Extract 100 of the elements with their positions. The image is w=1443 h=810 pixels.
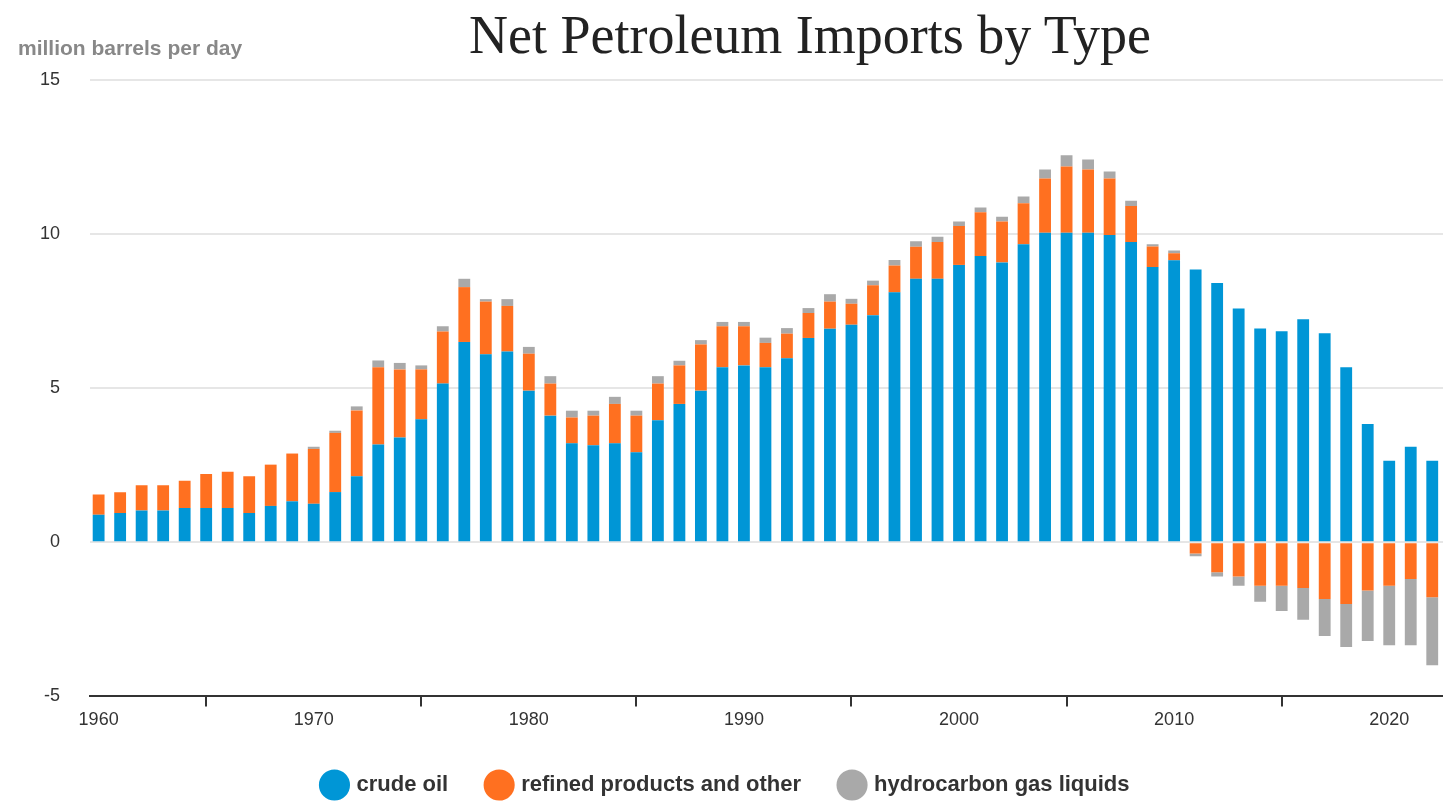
bar: [393, 369, 406, 438]
bar: [1297, 587, 1310, 620]
bar: [522, 353, 535, 391]
bar: [393, 362, 406, 370]
bar: [372, 360, 385, 368]
bar: [738, 365, 750, 542]
bar: [716, 367, 729, 542]
legend-label: hydrocarbon gas liquids: [874, 771, 1130, 797]
bar: [286, 453, 299, 502]
bar: [1232, 543, 1245, 577]
bar: [867, 315, 879, 542]
x-tick-label: 2010: [1154, 709, 1195, 730]
y-axis-title: million barrels per day: [18, 36, 243, 60]
bar: [1383, 585, 1396, 646]
bar: [1361, 543, 1374, 591]
bar: [802, 308, 815, 313]
bar: [221, 471, 234, 509]
y-tick-label: 15: [39, 68, 61, 89]
x-tick-label: 1990: [723, 709, 764, 730]
x-tick-label: 2000: [939, 709, 980, 730]
bar: [307, 446, 320, 449]
bar: [1125, 200, 1138, 207]
bar: [651, 376, 664, 384]
bar: [608, 396, 621, 404]
bar: [372, 444, 385, 542]
bar: [651, 383, 664, 421]
bar: [802, 337, 815, 542]
bar: [716, 326, 729, 368]
bar: [996, 262, 1008, 542]
bar: [888, 292, 901, 542]
bar: [415, 365, 428, 370]
chart-title: Net Petroleum Imports by Type: [467, 4, 1153, 66]
bar: [824, 294, 836, 302]
bar: [673, 403, 686, 542]
bar: [458, 278, 471, 288]
y-tick-label: 5: [50, 377, 61, 398]
bar: [565, 443, 578, 542]
bar: [565, 410, 578, 418]
bar: [1168, 260, 1181, 542]
bar: [587, 410, 600, 416]
y-tick-label: 0: [50, 531, 61, 552]
bar: [1426, 460, 1439, 542]
bar: [1361, 423, 1374, 542]
bar: [200, 508, 213, 542]
bar: [1146, 267, 1159, 542]
bar: [415, 369, 428, 420]
bar: [1125, 206, 1138, 243]
bar: [630, 415, 643, 453]
bar: [1404, 446, 1417, 542]
bar: [479, 299, 492, 302]
bar: [522, 390, 535, 542]
bar: [608, 443, 621, 542]
bar: [888, 265, 901, 293]
bar: [974, 212, 987, 256]
bar: [1232, 576, 1245, 586]
bar: [157, 485, 170, 511]
bar: [1318, 333, 1331, 542]
bar: [1146, 246, 1159, 268]
bar: [587, 415, 600, 446]
bar: [759, 367, 772, 542]
bar: [1060, 166, 1073, 233]
bar: [802, 313, 815, 338]
bar: [1189, 553, 1202, 557]
bar: [135, 510, 148, 542]
bar: [1254, 543, 1267, 586]
bar: [1340, 543, 1353, 604]
bar: [1340, 367, 1353, 542]
legend-label: crude oil: [356, 771, 449, 797]
bar: [1082, 159, 1094, 170]
bar: [350, 410, 363, 477]
bar: [845, 298, 858, 304]
bar: [630, 410, 643, 416]
x-tick-label: 1960: [78, 709, 119, 730]
bar: [544, 415, 557, 542]
bar: [479, 354, 492, 542]
bar: [1275, 543, 1288, 586]
bar: [630, 452, 643, 542]
bar: [1318, 599, 1331, 636]
bar: [436, 383, 449, 542]
bar: [1426, 597, 1439, 666]
bar: [953, 226, 965, 265]
x-tick-label: 1970: [293, 709, 334, 730]
bar: [910, 246, 922, 279]
bar: [1340, 603, 1353, 648]
bar: [1017, 244, 1030, 542]
bar: [415, 419, 428, 542]
bar: [781, 333, 793, 359]
bar: [1254, 328, 1267, 542]
bar: [824, 301, 836, 329]
bar: [759, 342, 772, 368]
bar: [544, 376, 557, 384]
bar: [264, 464, 277, 506]
bar: [1082, 169, 1094, 233]
x-tick-label: 1980: [508, 709, 549, 730]
bar: [1426, 543, 1439, 598]
bar: [694, 344, 707, 391]
bar: [458, 341, 471, 542]
bar: [1383, 543, 1396, 586]
bar: [544, 383, 557, 416]
bar: [92, 494, 105, 515]
